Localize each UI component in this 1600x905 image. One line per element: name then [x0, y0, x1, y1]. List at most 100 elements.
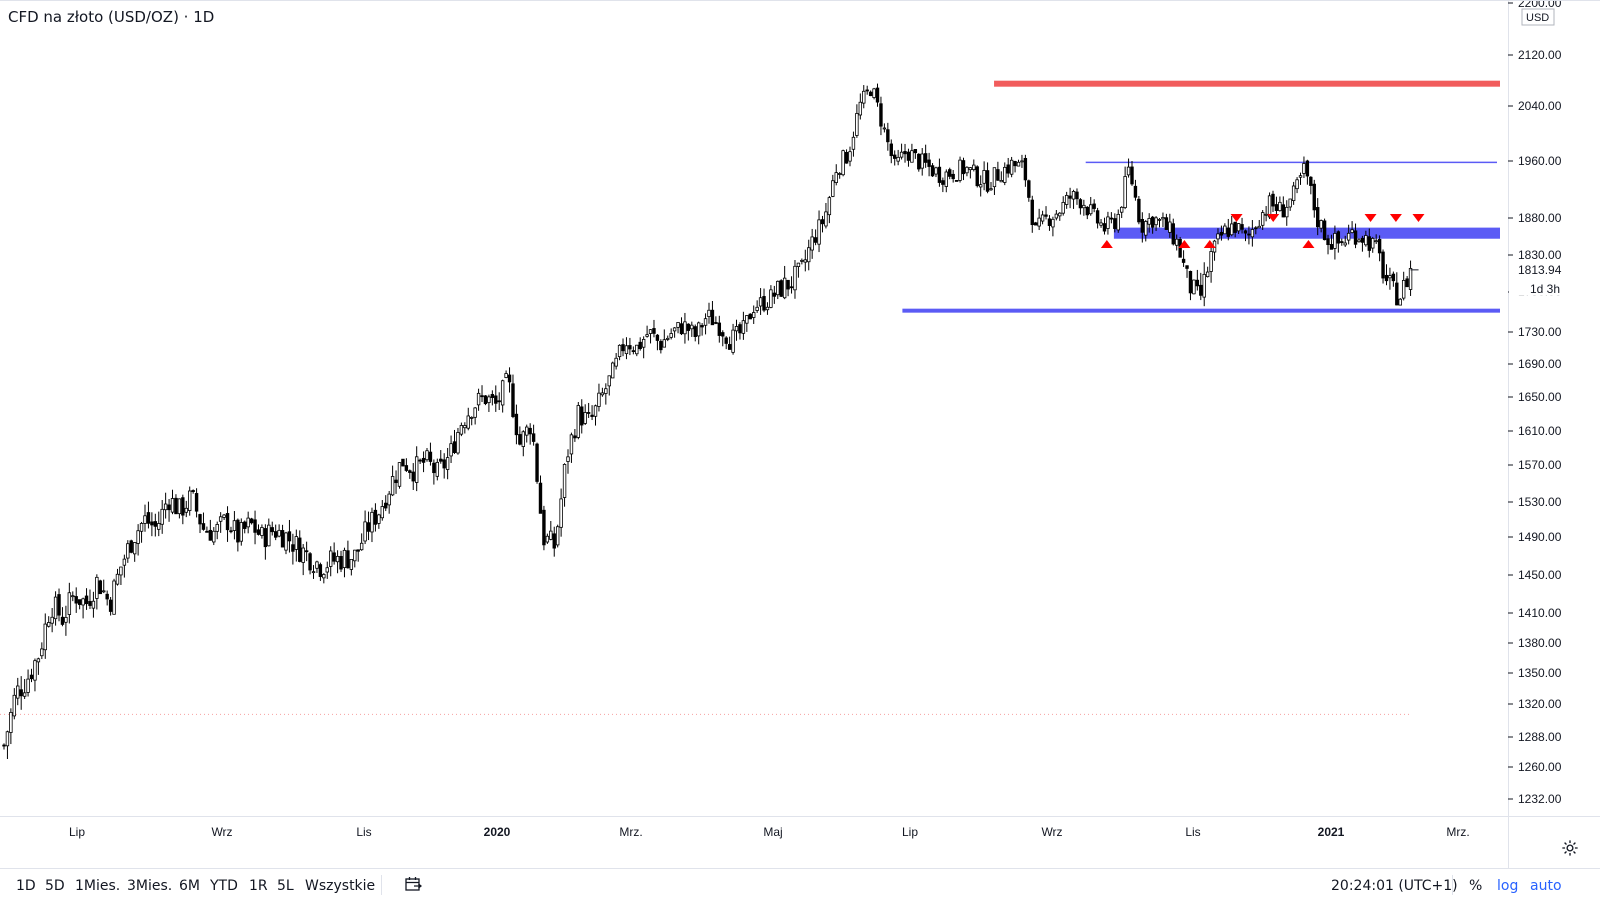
candle-body — [408, 470, 412, 473]
gear-icon[interactable] — [1561, 839, 1579, 857]
calendar-goto-icon[interactable] — [405, 876, 422, 892]
range-button-6m[interactable]: 6M — [179, 878, 200, 894]
candle-body — [1085, 206, 1089, 216]
range-button-1r[interactable]: 1R — [249, 878, 268, 894]
range-button-5l[interactable]: 5L — [277, 878, 294, 894]
candle-body — [941, 180, 945, 185]
candle-body — [1109, 217, 1114, 220]
clock-timezone[interactable]: 20:24:01 (UTC+1) — [1331, 878, 1458, 894]
candle-body — [700, 325, 704, 328]
candle-body — [1009, 159, 1014, 175]
candle-body — [851, 136, 856, 150]
range-button-1mies[interactable]: 1Mies. — [75, 878, 121, 894]
percent-scale-toggle[interactable]: % — [1469, 878, 1483, 894]
resistance-line[interactable] — [994, 80, 1500, 87]
candle-body — [1346, 232, 1351, 241]
candle-body — [1123, 176, 1127, 209]
candle-body — [707, 309, 711, 318]
arrow-up-marker[interactable] — [1302, 240, 1315, 248]
time-tick-label: Lis — [1185, 825, 1200, 839]
range-button-ytd[interactable]: YTD — [210, 878, 238, 894]
candle-body — [641, 338, 646, 348]
candle-body — [1236, 223, 1241, 232]
arrow-up-marker[interactable] — [1100, 240, 1113, 248]
candle-body — [837, 173, 842, 175]
arrow-down-marker[interactable] — [1412, 214, 1425, 222]
support-line[interactable] — [902, 308, 1500, 313]
candle-body — [12, 694, 17, 717]
range-button-all[interactable]: Wszystkie — [305, 878, 376, 894]
range-button-1d[interactable]: 1D — [16, 878, 36, 894]
candle-body — [191, 490, 195, 492]
candle-body — [473, 407, 477, 418]
candle-body — [222, 514, 226, 518]
arrow-up-marker[interactable] — [1178, 240, 1191, 248]
candle-body — [1364, 235, 1368, 246]
candle-body — [576, 405, 581, 438]
candle-body — [1164, 217, 1169, 230]
range-button-3mies[interactable]: 3Mies. — [127, 878, 173, 894]
candle-body — [428, 451, 433, 462]
candle-body — [1405, 278, 1409, 288]
candle-body — [776, 280, 780, 296]
candle-body — [1040, 214, 1045, 222]
candle-body — [139, 523, 144, 532]
candle-body — [102, 590, 106, 593]
candle-body — [445, 457, 450, 470]
candle-body — [390, 476, 395, 496]
candle-body — [167, 504, 171, 511]
candle-body — [81, 598, 85, 606]
arrow-down-marker[interactable] — [1364, 214, 1377, 222]
candle-body — [1367, 236, 1371, 251]
candle-body — [315, 561, 319, 569]
candle-body — [112, 580, 116, 615]
candle-body — [1209, 251, 1213, 272]
candle-body — [22, 692, 27, 697]
candle-body — [40, 648, 44, 657]
candle-body — [1082, 204, 1086, 209]
price-tick-label: 1960.00 — [1518, 154, 1562, 168]
candle-body — [215, 524, 219, 532]
candle-body — [163, 503, 168, 511]
candle-body — [989, 188, 993, 191]
range-button-5d[interactable]: 5D — [45, 878, 65, 894]
candle-body — [518, 434, 522, 445]
auto-scale-toggle[interactable]: auto — [1530, 878, 1562, 894]
candle-body — [1095, 210, 1100, 224]
candle-body — [184, 507, 188, 513]
candle-body — [868, 91, 873, 97]
price-tick-label: 1730.00 — [1518, 325, 1562, 339]
candle-body — [115, 573, 120, 585]
time-tick-label: Lip — [902, 825, 918, 839]
candle-body — [566, 456, 570, 462]
candle-body — [342, 549, 347, 568]
arrow-down-marker[interactable] — [1230, 214, 1243, 222]
price-tick-label: 2040.00 — [1518, 99, 1562, 113]
candle-body — [387, 493, 391, 506]
candle-body — [617, 344, 622, 358]
log-scale-toggle[interactable]: log — [1497, 878, 1519, 894]
candle-body — [985, 170, 990, 192]
countdown-label: 1d 3h — [1530, 282, 1560, 296]
arrow-up-marker[interactable] — [1203, 240, 1216, 248]
candle-body — [514, 413, 519, 436]
candle-body — [71, 595, 75, 598]
demand-zone[interactable] — [1113, 227, 1500, 239]
price-tick-label: 1350.00 — [1518, 666, 1562, 680]
candle-body — [717, 322, 722, 336]
candle-body — [1281, 204, 1286, 218]
candle-body — [205, 530, 209, 533]
candle-body — [755, 306, 759, 311]
candle-body — [1329, 244, 1334, 250]
currency-badge[interactable] — [1521, 8, 1555, 26]
candle-body — [57, 594, 61, 616]
candle-body — [1271, 193, 1275, 207]
candle-body — [2, 744, 6, 747]
arrow-down-marker[interactable] — [1267, 214, 1280, 222]
candle-body — [652, 328, 656, 334]
arrow-down-marker[interactable] — [1389, 214, 1402, 222]
candle-body — [318, 564, 323, 577]
candle-body — [267, 524, 271, 547]
